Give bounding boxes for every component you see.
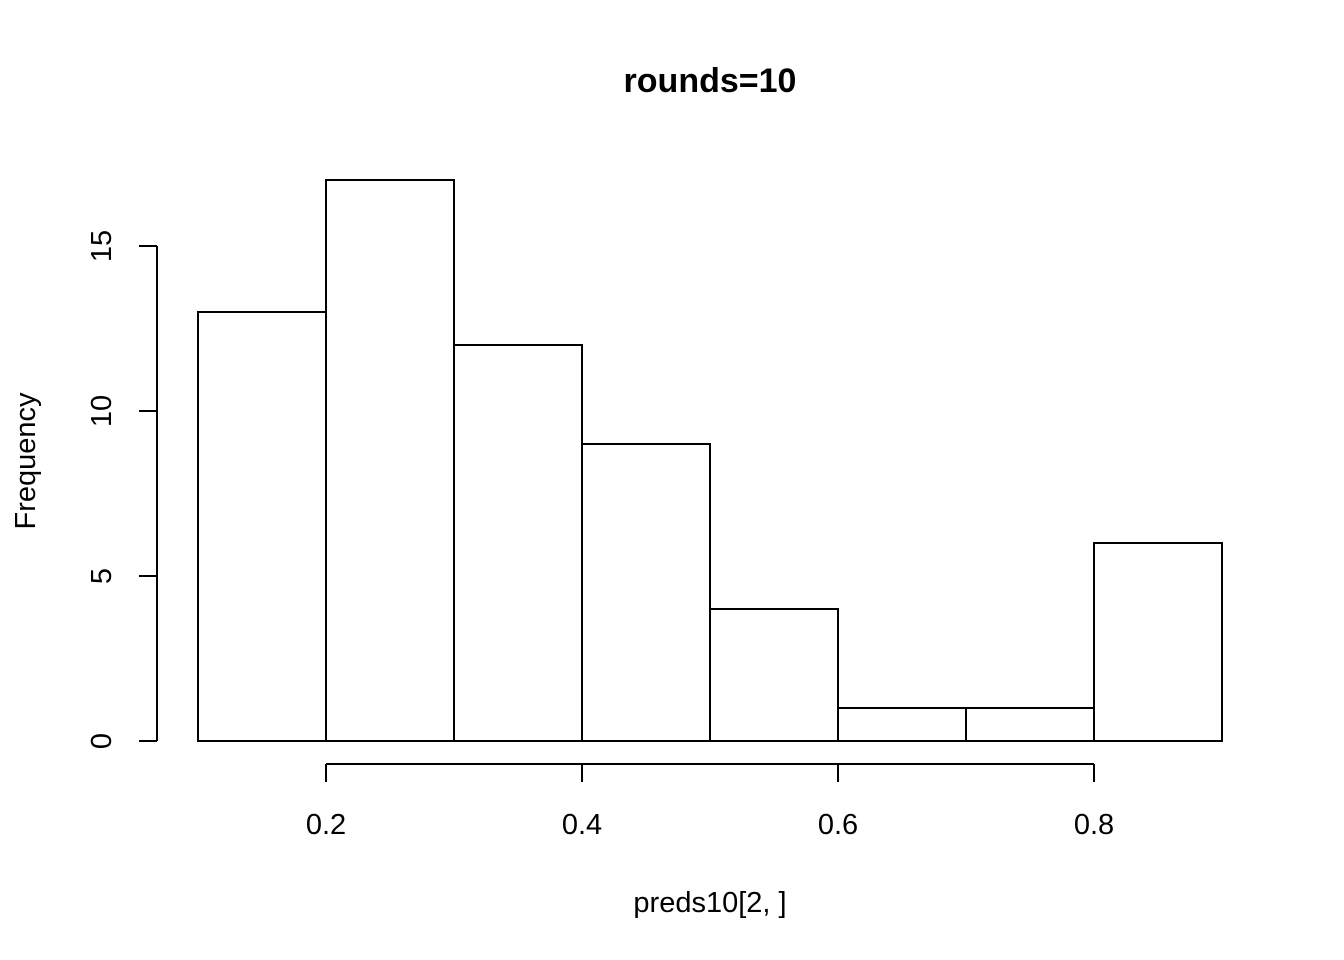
y-tick-label: 0 bbox=[86, 733, 118, 749]
histogram-bars bbox=[197, 179, 1223, 742]
x-tick-label: 0.6 bbox=[818, 809, 858, 841]
histogram-bar-1 bbox=[197, 311, 327, 742]
y-axis: 0 5 10 15 bbox=[86, 230, 158, 749]
x-tick-label: 0.8 bbox=[1074, 809, 1114, 841]
chart-title: rounds=10 bbox=[624, 62, 797, 100]
y-axis-label: Frequency bbox=[10, 392, 42, 530]
y-tick-label: 15 bbox=[86, 230, 118, 262]
histogram-bar-2 bbox=[325, 179, 455, 742]
y-tick-label: 5 bbox=[86, 568, 118, 584]
x-axis-label: preds10[2, ] bbox=[633, 887, 786, 919]
x-tick-label: 0.4 bbox=[562, 809, 602, 841]
histogram-bar-4 bbox=[581, 443, 711, 742]
histogram-bar-3 bbox=[453, 344, 583, 742]
histogram-bar-7 bbox=[965, 707, 1095, 742]
histogram-bar-6 bbox=[837, 707, 967, 742]
x-axis: 0.2 0.4 0.6 0.8 bbox=[306, 763, 1114, 841]
y-tick-label: 10 bbox=[86, 395, 118, 427]
histogram-bar-5 bbox=[709, 608, 839, 742]
histogram-bar-8 bbox=[1093, 542, 1223, 742]
x-tick-label: 0.2 bbox=[306, 809, 346, 841]
